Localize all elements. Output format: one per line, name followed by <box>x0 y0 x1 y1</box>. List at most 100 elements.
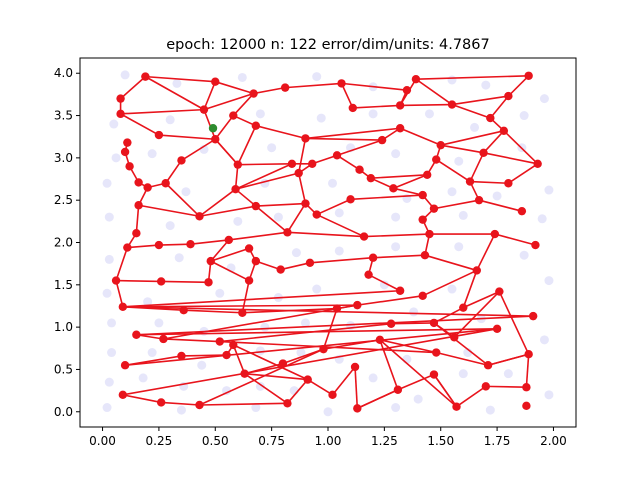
background-point <box>102 403 112 413</box>
edge <box>364 233 430 238</box>
edge <box>399 127 442 146</box>
node <box>251 121 261 130</box>
node <box>177 156 186 165</box>
edge <box>379 339 437 354</box>
node <box>308 159 317 168</box>
background-point <box>316 113 326 123</box>
node <box>204 278 213 287</box>
y-tick-label: 4.0 <box>54 66 73 80</box>
edge <box>124 355 182 367</box>
plot-frame <box>79 57 577 428</box>
edge <box>165 159 183 184</box>
background-point <box>143 297 153 307</box>
y-tick-label: 3.0 <box>54 151 73 165</box>
node <box>517 206 527 216</box>
edge <box>436 351 489 366</box>
background-point <box>260 322 270 332</box>
background-point <box>454 242 464 252</box>
y-tick-label: 1.5 <box>54 278 73 292</box>
node <box>429 318 439 328</box>
y-tick-label: 3.5 <box>54 109 73 123</box>
y-tick-label: 1.0 <box>54 320 73 334</box>
node <box>240 369 249 378</box>
edge <box>357 295 423 306</box>
node <box>134 201 143 210</box>
edge <box>503 130 539 165</box>
node <box>305 258 315 268</box>
node <box>161 179 170 188</box>
edge <box>181 354 227 357</box>
node <box>156 277 166 286</box>
node <box>418 215 427 224</box>
node <box>195 400 204 410</box>
node <box>481 382 491 391</box>
edge <box>232 344 309 381</box>
edge <box>237 125 257 165</box>
node <box>211 77 220 86</box>
background-point <box>447 284 457 294</box>
edge <box>120 108 205 115</box>
background-point <box>237 72 247 82</box>
x-tick-label: 1.75 <box>484 434 511 448</box>
node <box>118 302 128 312</box>
edge <box>122 304 358 308</box>
edge <box>145 75 216 83</box>
node <box>368 253 378 262</box>
x-axis-ticks: 0.00 0.25 0.50 0.75 1.00 1.25 1.50 1.75 2.00 <box>89 427 567 448</box>
edge <box>323 339 380 350</box>
edge <box>161 280 209 284</box>
edge <box>336 154 360 171</box>
nodes <box>111 71 542 413</box>
background-point <box>447 187 457 197</box>
node <box>332 151 342 160</box>
node <box>429 204 439 213</box>
background-point <box>107 318 117 328</box>
edge <box>115 247 129 281</box>
node <box>386 319 396 328</box>
edge <box>235 163 293 190</box>
background-point <box>102 288 112 298</box>
node <box>483 361 493 370</box>
node <box>486 113 495 123</box>
edge <box>309 256 374 264</box>
edge <box>122 394 162 404</box>
edge <box>199 402 288 406</box>
node <box>364 270 373 279</box>
node <box>350 362 360 372</box>
node <box>395 124 405 133</box>
node <box>504 179 513 188</box>
edge <box>286 203 307 233</box>
background-point <box>312 284 322 294</box>
edge <box>307 378 333 396</box>
background-point <box>492 191 502 201</box>
background-point <box>120 70 130 80</box>
node <box>366 173 376 183</box>
node <box>429 370 439 379</box>
node <box>348 103 357 113</box>
node <box>465 177 475 186</box>
edge <box>127 244 159 249</box>
edge <box>122 328 498 396</box>
edge <box>161 401 200 406</box>
edge <box>115 280 124 308</box>
node <box>116 94 125 103</box>
node <box>328 390 337 400</box>
background-point <box>458 210 468 220</box>
edge <box>158 243 191 246</box>
edge <box>433 199 480 210</box>
edge <box>232 344 246 374</box>
node <box>154 130 164 140</box>
edge <box>391 322 434 325</box>
node <box>522 401 531 411</box>
edge <box>316 213 365 238</box>
y-tick-label: 0.5 <box>54 362 73 376</box>
edge <box>241 280 250 313</box>
node <box>132 330 141 339</box>
background-point <box>138 373 148 383</box>
node <box>479 148 488 157</box>
edge <box>285 82 342 89</box>
edge <box>297 138 307 174</box>
node <box>301 134 310 143</box>
edge <box>469 152 485 182</box>
background-point <box>368 109 378 119</box>
